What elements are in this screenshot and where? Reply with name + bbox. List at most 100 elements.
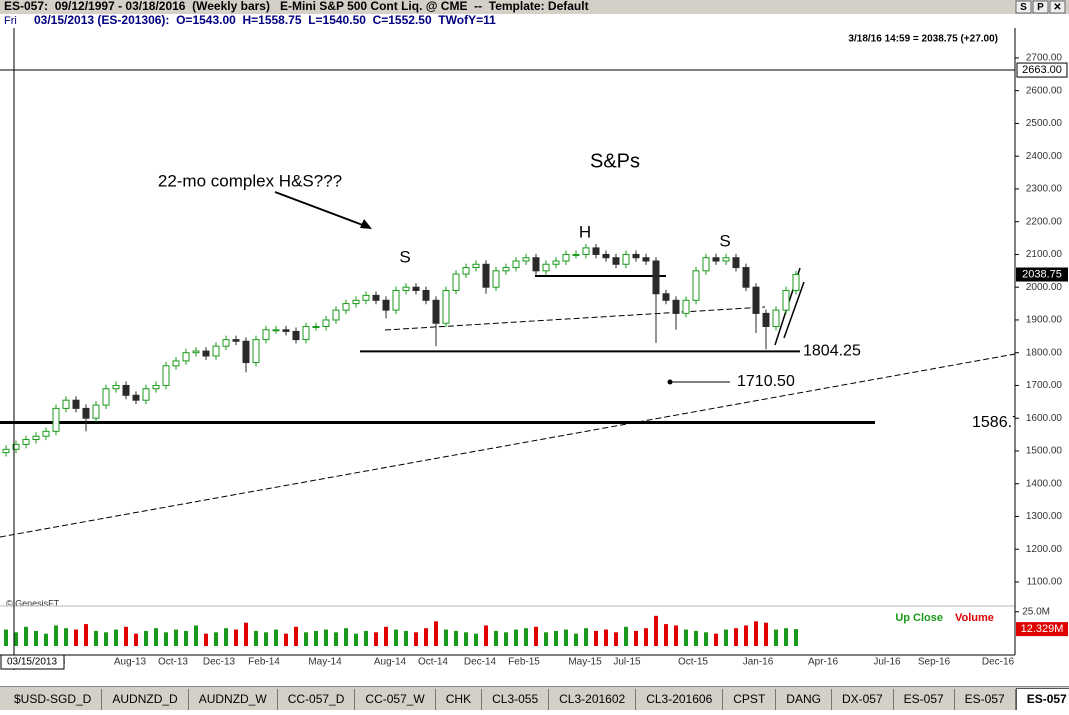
x-tick-label: Apr-16 <box>808 657 838 668</box>
symbol-tab[interactable]: CL3-201606 <box>636 689 724 710</box>
window-button-label[interactable]: S <box>1020 2 1027 13</box>
candle-body <box>92 404 100 419</box>
candle-body <box>602 253 610 259</box>
cursor-date-box <box>0 654 65 670</box>
y-tick-label: 1200.00 <box>1026 544 1063 555</box>
window-button[interactable] <box>1015 0 1032 14</box>
candle-body <box>722 257 730 262</box>
volume-bar <box>514 629 518 646</box>
candle-body <box>382 299 390 311</box>
volume-bar <box>314 630 318 646</box>
candle-body <box>752 286 760 314</box>
candle-body <box>642 257 650 262</box>
volume-bar <box>374 632 378 646</box>
candle-body <box>192 350 200 354</box>
volume-bar <box>574 633 578 646</box>
symbol-tab[interactable]: DX-057 <box>831 689 894 710</box>
volume-bar <box>154 628 158 646</box>
volume-bar <box>724 629 728 646</box>
symbol-tab[interactable]: $USD-SGD_D <box>4 689 103 710</box>
y-tick-label: 2700.00 <box>1026 53 1063 64</box>
tab-bar: $USD-SGD_D AUDNZD_D AUDNZD_W CC-057_D CC-057… <box>0 686 1069 710</box>
volume-bar <box>704 632 708 646</box>
x-tick-label: Aug-13 <box>114 657 147 668</box>
volume-bar <box>554 630 558 646</box>
arrow-line <box>274 191 369 228</box>
symbol-tab[interactable]: CPST <box>723 689 777 710</box>
candle-body <box>762 312 770 328</box>
symbol-tab[interactable]: CC-057_W <box>355 689 436 710</box>
candle-body <box>592 247 600 255</box>
candle-body <box>732 257 740 269</box>
volume-bar <box>634 630 638 646</box>
volume-bar <box>674 625 678 646</box>
symbol-tab[interactable]: CL3-201602 <box>549 689 637 710</box>
volume-bar <box>74 629 78 646</box>
volume-bar <box>14 632 18 646</box>
symbol-tab[interactable]: ES-057 <box>1015 688 1069 710</box>
candle-body <box>782 289 790 311</box>
volume-bar <box>564 629 568 646</box>
volume-bar <box>454 630 458 646</box>
volume-bar <box>34 630 38 646</box>
candle-body <box>202 350 210 357</box>
y-tick-label: 2200.00 <box>1026 216 1063 227</box>
symbol-tab[interactable]: DANG <box>776 689 832 710</box>
window-button[interactable] <box>1032 0 1049 14</box>
x-tick-label: Jul-16 <box>873 657 901 668</box>
x-tick-label: Feb-14 <box>248 657 280 668</box>
candle-body <box>162 365 170 386</box>
candle-body <box>492 270 500 288</box>
candle-body <box>292 330 300 341</box>
symbol-tab[interactable]: CHK <box>435 689 483 710</box>
symbol-tab[interactable]: CL3-055 <box>482 689 550 710</box>
channel-line <box>783 281 805 339</box>
window-button-label[interactable]: P <box>1037 2 1044 13</box>
symbol-tab[interactable]: AUDNZD_W <box>188 689 278 710</box>
volume-bar <box>224 628 228 646</box>
neckline <box>384 306 766 331</box>
last-volume-label: 12.329M <box>1021 623 1064 635</box>
symbol-tab[interactable]: CC-057_D <box>277 689 356 710</box>
volume-bar <box>644 628 648 646</box>
candle-body <box>242 340 250 364</box>
symbol-tab[interactable]: ES-057 <box>893 689 955 710</box>
volume-bar <box>64 628 68 646</box>
x-tick-label: Oct-15 <box>678 657 708 668</box>
candle-body <box>132 394 140 401</box>
trendline <box>0 353 1016 538</box>
volume-bar <box>764 622 768 646</box>
candle-body <box>742 267 750 288</box>
candle-body <box>632 253 640 259</box>
volume-bar <box>84 624 88 646</box>
volume-bar <box>344 628 348 646</box>
volume-bar <box>144 630 148 646</box>
y-tick-label: 2400.00 <box>1026 151 1063 162</box>
volume-bar <box>164 632 168 646</box>
last-price-label: 2038.75 <box>1022 268 1062 280</box>
candle-body <box>222 339 230 347</box>
y-tick-label: 1500.00 <box>1026 446 1063 457</box>
volume-bar <box>254 630 258 646</box>
volume-bar <box>264 632 268 646</box>
candle-body <box>502 267 510 272</box>
window-button[interactable] <box>1049 0 1066 14</box>
price-axis <box>1015 28 1069 655</box>
window-button-label[interactable]: ✕ <box>1053 2 1061 13</box>
symbol-tab[interactable]: ES-057 <box>954 689 1016 710</box>
candle-body <box>262 329 270 341</box>
candle-body <box>572 253 580 256</box>
y-tick-label: 1600.00 <box>1026 413 1063 424</box>
volume-bar <box>444 629 448 646</box>
candle-body <box>42 430 50 437</box>
level-dot <box>667 379 673 385</box>
volume-bar <box>524 628 528 646</box>
level-label: 1710.50 <box>737 373 795 390</box>
x-tick-label: Dec-16 <box>982 657 1015 668</box>
candle-body <box>672 299 680 314</box>
candle-body <box>792 274 800 291</box>
y-tick-label: 2600.00 <box>1026 85 1063 96</box>
candle-body <box>662 293 670 301</box>
candle-body <box>302 326 310 341</box>
symbol-tab[interactable]: AUDNZD_D <box>102 689 189 710</box>
